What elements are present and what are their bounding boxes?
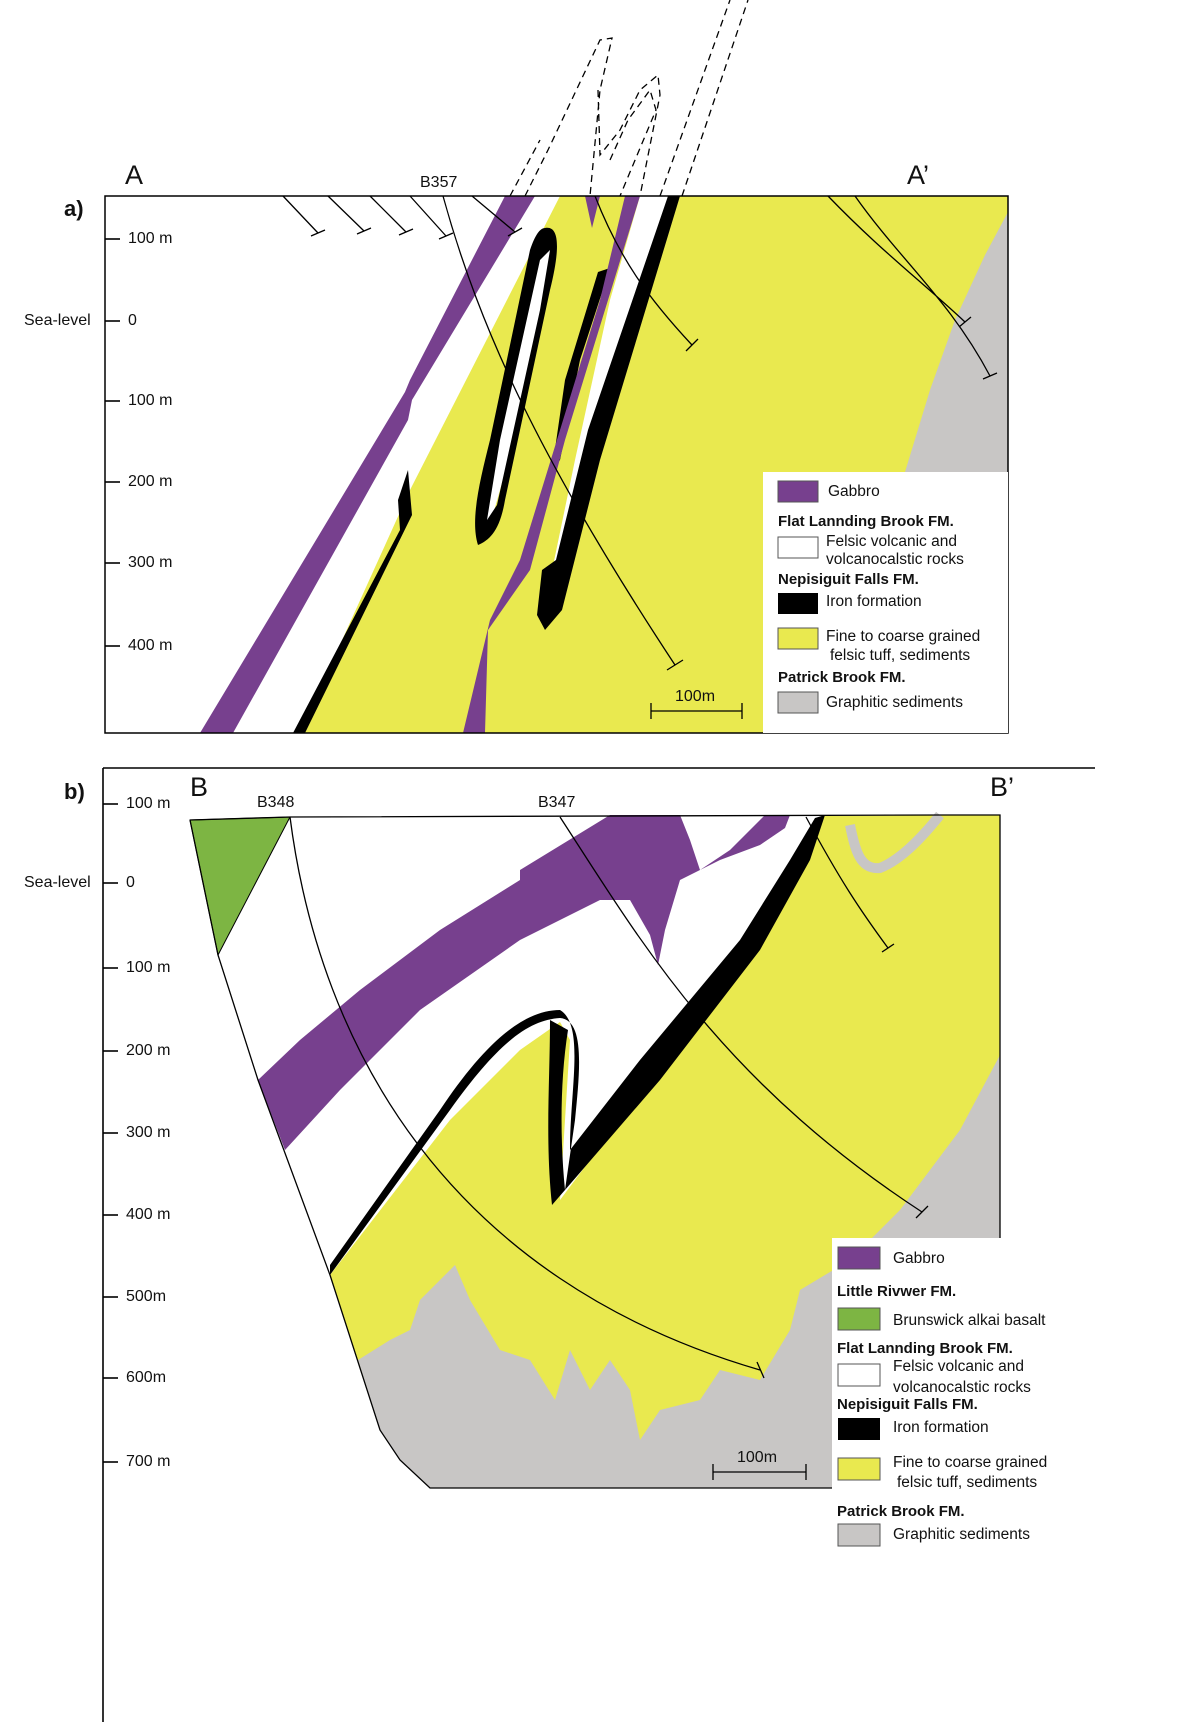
borehole-label: B347: [538, 794, 575, 811]
legend-label: Gabbro: [828, 483, 880, 500]
panel-a: a) A A’ B357 Sea-level 100 m 0 100 m 200…: [24, 0, 1008, 733]
sea-level-label: Sea-level: [24, 312, 91, 329]
projected-fold: [510, 0, 748, 196]
legend-label: volcanocalstic rocks: [826, 551, 964, 568]
sea-level-label: Sea-level: [24, 874, 91, 891]
borehole-label: B348: [257, 794, 294, 811]
legend-swatch: [778, 692, 818, 713]
legend-label: Gabbro: [893, 1250, 945, 1267]
depth-label: 600m: [126, 1369, 166, 1386]
legend: Gabbro Flat Lannding Brook FM. Felsic vo…: [763, 472, 1008, 733]
legend-heading: Nepisiguit Falls FM.: [837, 1396, 978, 1413]
depth-label: 300 m: [128, 554, 172, 571]
legend-heading: Patrick Brook FM.: [778, 669, 906, 686]
legend-label: Iron formation: [893, 1419, 989, 1436]
depth-label: 400 m: [128, 637, 172, 654]
legend-label: felsic tuff, sediments: [897, 1474, 1037, 1491]
depth-label: 400 m: [126, 1206, 170, 1223]
legend-label: Fine to coarse grained: [893, 1454, 1047, 1471]
legend-label: felsic tuff, sediments: [830, 647, 970, 664]
panel-b: b) B B’ B348 B347 Sea-level 100 m 0 100 …: [24, 768, 1095, 1722]
legend: Gabbro Little Rivwer FM. Brunswick alkai…: [832, 1238, 1095, 1590]
depth-label: 100 m: [126, 959, 170, 976]
scale-bar-label: 100m: [675, 688, 715, 705]
depth-label: 100 m: [128, 392, 172, 409]
depth-label: 100 m: [128, 230, 172, 247]
legend-swatch: [838, 1524, 880, 1546]
legend-label: Fine to coarse grained: [826, 628, 980, 645]
depth-label: 200 m: [128, 473, 172, 490]
legend-label: Graphitic sediments: [826, 694, 963, 711]
legend-heading: Patrick Brook FM.: [837, 1503, 965, 1520]
legend-heading: Nepisiguit Falls FM.: [778, 571, 919, 588]
legend-label: volcanocalstic rocks: [893, 1379, 1031, 1396]
depth-label: 700 m: [126, 1453, 170, 1470]
depth-label: 100 m: [126, 795, 170, 812]
legend-swatch: [778, 481, 818, 502]
legend-swatch: [838, 1308, 880, 1330]
legend-label: Iron formation: [826, 593, 922, 610]
section-start: B: [190, 772, 208, 802]
panel-label: b): [64, 779, 85, 804]
legend-swatch: [778, 593, 818, 614]
legend-heading: Flat Lannding Brook FM.: [837, 1340, 1013, 1357]
legend-label: Felsic volcanic and: [826, 533, 957, 550]
legend-label: Felsic volcanic and: [893, 1358, 1024, 1375]
legend-label: Brunswick alkai basalt: [893, 1312, 1046, 1329]
panel-label: a): [64, 196, 84, 221]
legend-label: Graphitic sediments: [893, 1526, 1030, 1543]
depth-label: 0: [128, 312, 137, 329]
figure: a) A A’ B357 Sea-level 100 m 0 100 m 200…: [0, 0, 1201, 1722]
legend-swatch: [778, 537, 818, 558]
legend-swatch: [838, 1247, 880, 1269]
depth-label: 500m: [126, 1288, 166, 1305]
section-end: B’: [990, 772, 1014, 802]
depth-label: 200 m: [126, 1042, 170, 1059]
legend-swatch: [838, 1458, 880, 1480]
legend-heading: Flat Lannding Brook FM.: [778, 513, 954, 530]
scale-bar-label: 100m: [737, 1449, 777, 1466]
depth-label: 0: [126, 874, 135, 891]
section-end: A’: [907, 160, 929, 190]
legend-swatch: [838, 1364, 880, 1386]
legend-heading: Little Rivwer FM.: [837, 1283, 956, 1300]
legend-swatch: [778, 628, 818, 649]
depth-label: 300 m: [126, 1124, 170, 1141]
section-start: A: [125, 160, 143, 190]
borehole-label: B357: [420, 174, 457, 191]
legend-swatch: [838, 1418, 880, 1440]
